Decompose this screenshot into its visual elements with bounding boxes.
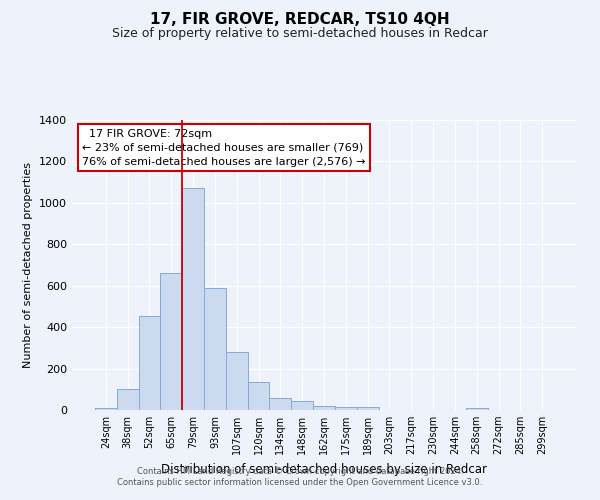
Text: 17 FIR GROVE: 72sqm
← 23% of semi-detached houses are smaller (769)
76% of semi-: 17 FIR GROVE: 72sqm ← 23% of semi-detach… <box>82 128 365 166</box>
Bar <box>291 400 313 410</box>
Bar <box>357 407 379 410</box>
Bar <box>204 288 226 410</box>
Bar <box>139 316 160 410</box>
Bar <box>226 352 248 410</box>
Bar <box>269 398 291 410</box>
Bar <box>248 382 269 410</box>
Bar <box>466 408 488 410</box>
Bar <box>335 407 357 410</box>
Text: Contains public sector information licensed under the Open Government Licence v3: Contains public sector information licen… <box>118 478 482 487</box>
Text: Contains HM Land Registry data © Crown copyright and database right 2024.: Contains HM Land Registry data © Crown c… <box>137 467 463 476</box>
Bar <box>182 188 204 410</box>
Text: Size of property relative to semi-detached houses in Redcar: Size of property relative to semi-detach… <box>112 28 488 40</box>
X-axis label: Distribution of semi-detached houses by size in Redcar: Distribution of semi-detached houses by … <box>161 462 487 475</box>
Bar <box>117 390 139 410</box>
Y-axis label: Number of semi-detached properties: Number of semi-detached properties <box>23 162 34 368</box>
Text: 17, FIR GROVE, REDCAR, TS10 4QH: 17, FIR GROVE, REDCAR, TS10 4QH <box>150 12 450 28</box>
Bar <box>95 408 117 410</box>
Bar <box>160 274 182 410</box>
Bar <box>313 406 335 410</box>
